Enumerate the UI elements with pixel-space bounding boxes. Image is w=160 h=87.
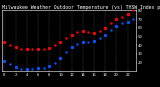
- Text: Milwaukee Weather Outdoor Temperature (vs) THSW Index per Hour (Last 24 Hours): Milwaukee Weather Outdoor Temperature (v…: [2, 5, 160, 10]
